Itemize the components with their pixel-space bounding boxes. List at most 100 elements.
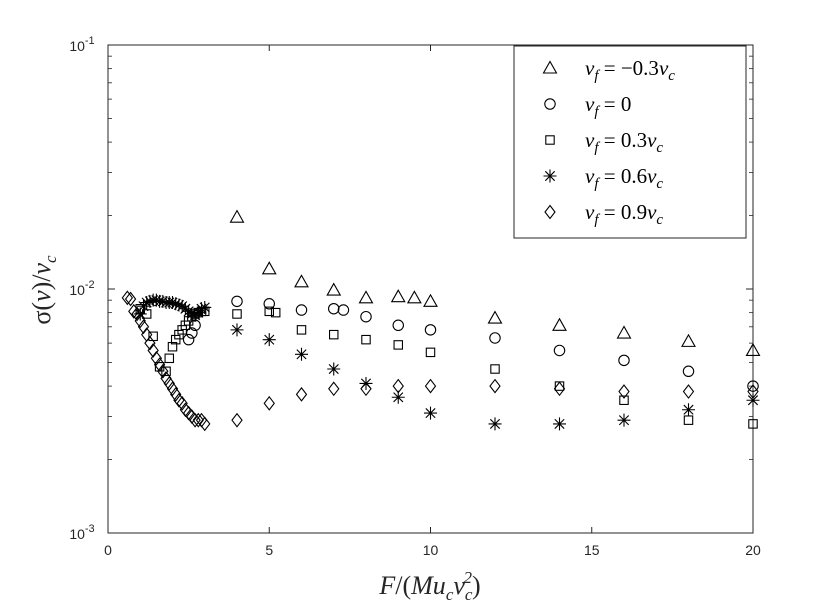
data-point xyxy=(747,380,759,392)
data-point xyxy=(149,293,163,307)
series-triangle xyxy=(229,209,761,356)
data-point xyxy=(392,378,404,394)
legend-marker xyxy=(545,135,555,145)
data-point xyxy=(391,390,405,404)
data-point xyxy=(682,384,695,399)
data-point xyxy=(182,333,195,346)
legend-label: vf = 0.6vc xyxy=(585,164,663,192)
x-tick-label: 20 xyxy=(745,542,761,558)
series-circle xyxy=(182,295,759,392)
data-point xyxy=(327,302,340,315)
legend-marker xyxy=(543,169,557,183)
data-point xyxy=(157,363,169,379)
data-point xyxy=(358,290,374,304)
data-point xyxy=(616,325,632,339)
data-point xyxy=(489,332,501,344)
data-point xyxy=(552,317,567,331)
x-title-sup: 2 xyxy=(463,568,472,587)
data-point xyxy=(185,307,199,321)
y-title-part: v xyxy=(27,290,56,302)
data-point xyxy=(150,350,163,366)
data-point xyxy=(170,334,181,345)
x-tick-label: 15 xyxy=(584,542,600,558)
x-title-part: v xyxy=(453,571,465,600)
data-point xyxy=(167,341,178,352)
data-point xyxy=(424,406,437,420)
data-point xyxy=(229,209,245,223)
data-point xyxy=(294,274,309,288)
x-tick-label: 0 xyxy=(104,542,112,558)
x-axis-title: F/(Mucvc2) xyxy=(378,568,480,604)
data-point xyxy=(359,376,373,390)
data-point xyxy=(198,300,212,314)
data-point xyxy=(199,416,211,432)
data-point xyxy=(489,378,501,394)
data-point xyxy=(131,306,143,322)
data-point xyxy=(166,381,179,397)
data-point xyxy=(490,364,500,374)
data-point xyxy=(328,381,340,397)
data-point xyxy=(681,333,696,347)
data-point xyxy=(230,323,244,337)
x-tick-label: 10 xyxy=(423,542,439,558)
data-point xyxy=(134,313,146,329)
data-point xyxy=(618,384,630,399)
data-point xyxy=(164,353,175,364)
data-point xyxy=(360,310,372,323)
legend-box xyxy=(513,45,747,239)
data-point xyxy=(231,412,243,428)
y-title-part: σ( xyxy=(27,302,56,325)
data-point xyxy=(393,340,403,350)
legend-label: vf = 0.9vc xyxy=(585,200,663,228)
data-point xyxy=(231,295,243,308)
data-point xyxy=(745,342,761,356)
data-point xyxy=(390,289,406,303)
data-point xyxy=(296,325,307,335)
data-point xyxy=(153,357,166,372)
y-title-part: v xyxy=(27,262,56,274)
x-tick-label: 5 xyxy=(265,542,273,558)
data-point xyxy=(124,291,137,307)
legend-label: vf = 0.3vc xyxy=(585,128,663,156)
data-point xyxy=(147,343,159,358)
data-point xyxy=(360,381,372,397)
data-markers xyxy=(121,209,761,432)
data-point xyxy=(488,417,502,431)
data-point xyxy=(392,319,404,332)
data-point xyxy=(619,395,629,405)
data-point xyxy=(425,347,436,358)
data-point xyxy=(263,395,275,411)
y-axis-ticks: 10-3 10-2 10-1 xyxy=(69,35,753,542)
x-title-sub: c xyxy=(446,585,454,604)
x-title-part: Mu xyxy=(410,571,446,600)
data-point xyxy=(682,365,695,378)
data-point xyxy=(326,282,342,296)
data-point xyxy=(128,303,140,319)
data-point xyxy=(144,335,156,351)
y-tick-label: 10-1 xyxy=(69,35,94,54)
data-point xyxy=(748,419,758,429)
data-point xyxy=(192,412,204,428)
data-point xyxy=(553,417,566,431)
data-point xyxy=(328,329,339,340)
legend-label: vf = 0 xyxy=(585,92,631,120)
data-point xyxy=(361,334,371,345)
data-point xyxy=(295,304,308,316)
data-point xyxy=(176,395,188,411)
data-point xyxy=(618,354,630,367)
data-point xyxy=(406,290,422,304)
data-point xyxy=(173,392,185,408)
legend: vf = −0.3vc vf = 0 vf = 0.3vc vf = 0.6vc vf … xyxy=(513,45,747,239)
x-title-part: F xyxy=(378,571,396,600)
data-point xyxy=(423,293,438,307)
data-point xyxy=(195,302,209,316)
data-point xyxy=(746,393,760,407)
data-point xyxy=(337,304,350,316)
data-point xyxy=(295,386,308,402)
data-point xyxy=(169,297,183,311)
data-point xyxy=(261,261,277,275)
data-point xyxy=(161,366,171,377)
x-title-part: /( xyxy=(395,571,411,600)
data-point xyxy=(424,324,437,336)
